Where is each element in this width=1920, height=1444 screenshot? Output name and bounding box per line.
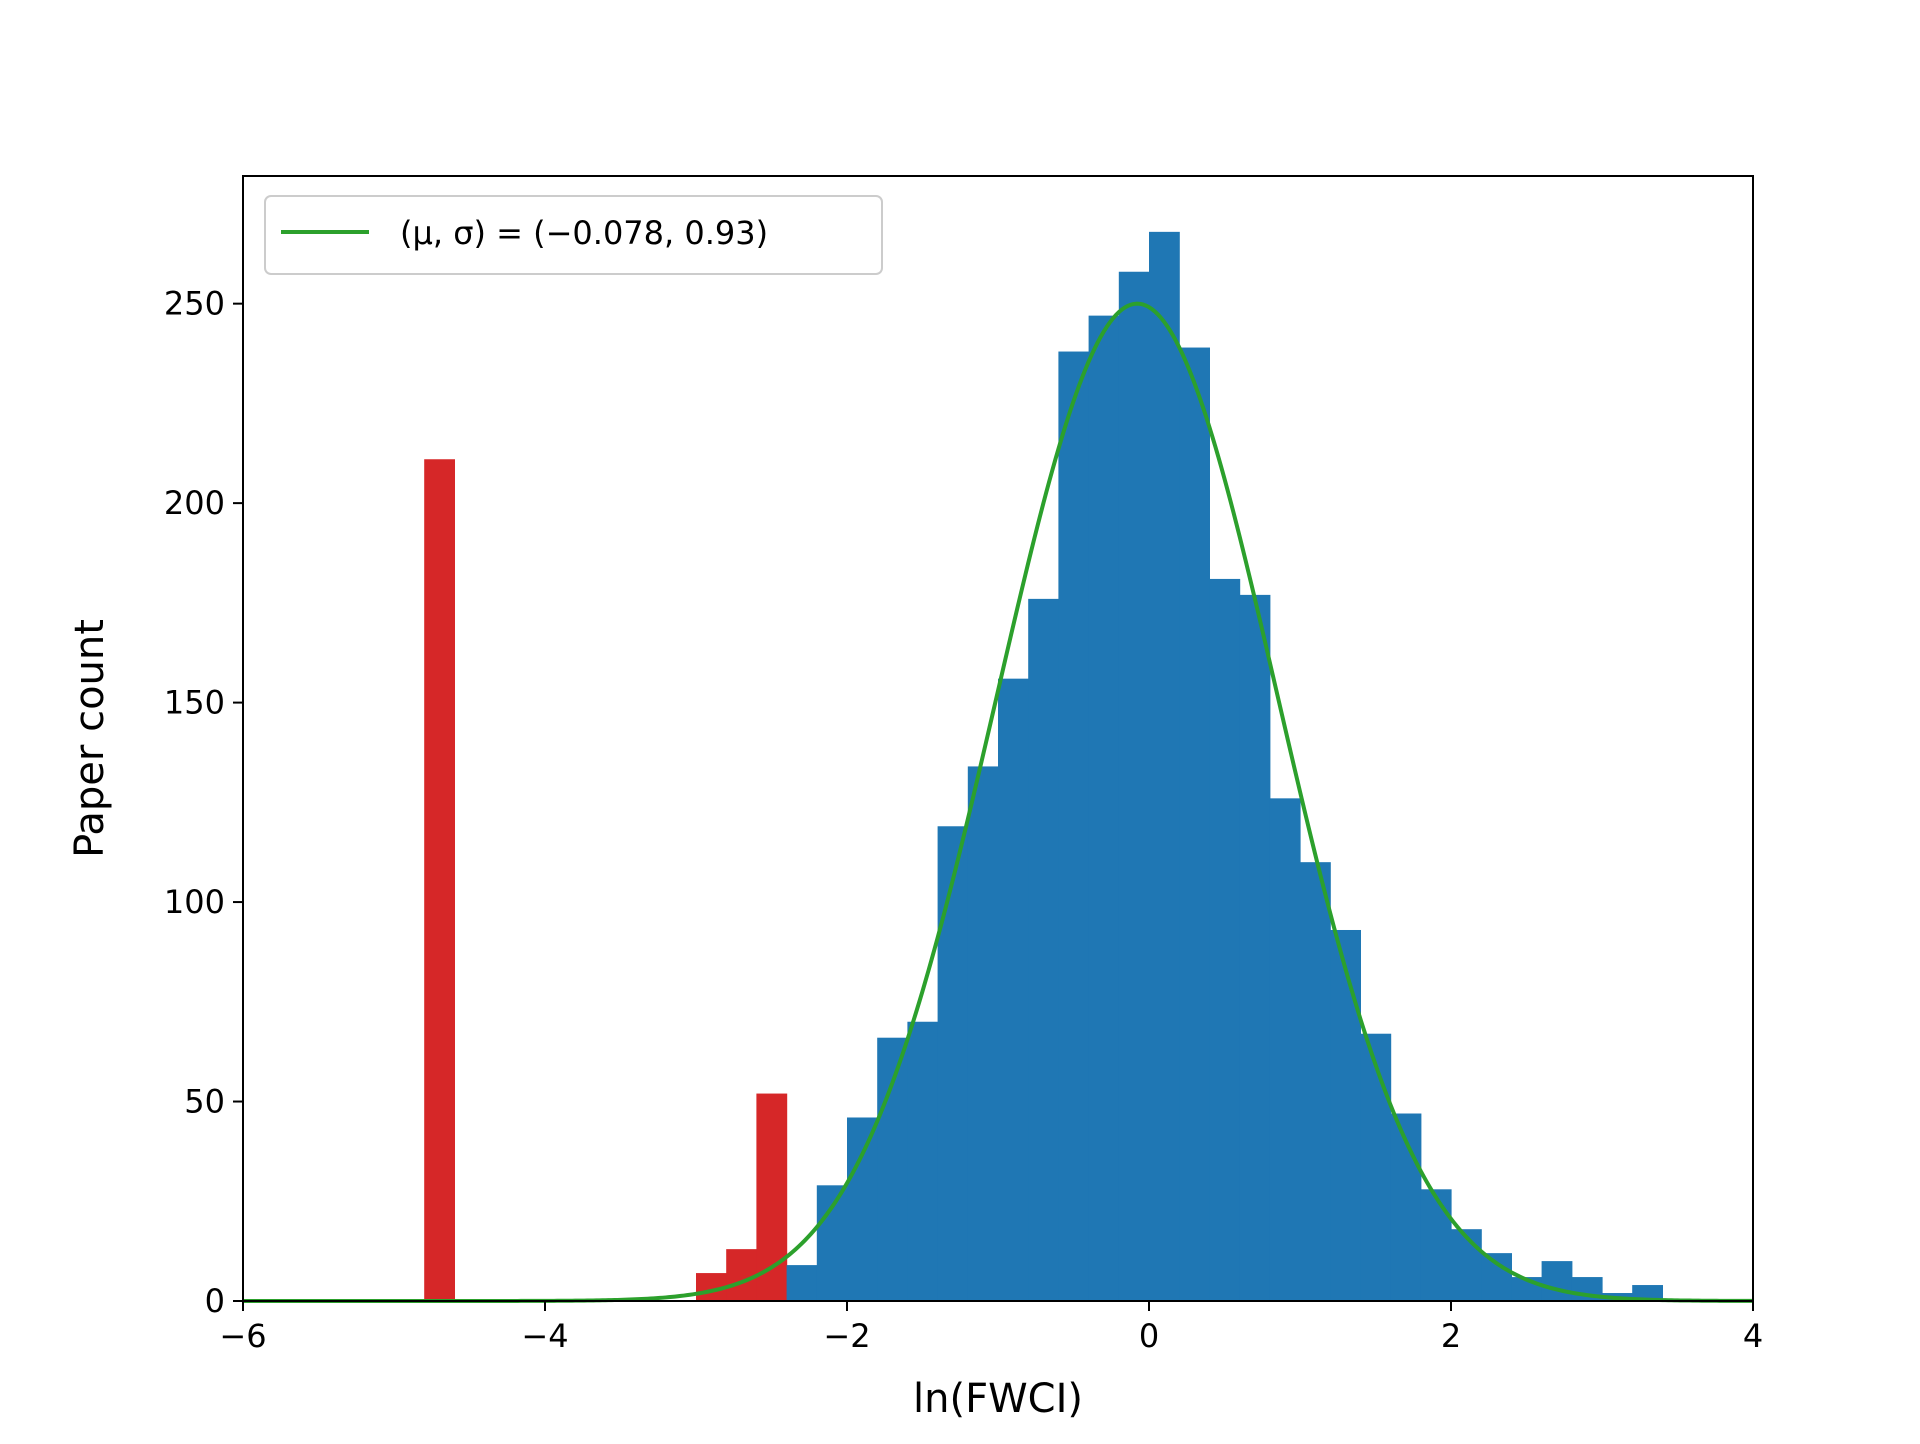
y-tick-label: 200 bbox=[164, 484, 225, 522]
y-tick-label: 100 bbox=[164, 883, 225, 921]
y-tick-label: 50 bbox=[184, 1083, 225, 1121]
histogram-bar-1-25 bbox=[1541, 1261, 1573, 1301]
histogram-bar-1-22 bbox=[1451, 1229, 1482, 1301]
x-tick-label: 2 bbox=[1441, 1317, 1461, 1355]
histogram-bar-0-3 bbox=[756, 1093, 788, 1301]
histogram-bar-1-17 bbox=[1300, 862, 1331, 1301]
histogram-bar-1-16 bbox=[1269, 798, 1301, 1301]
histogram-bar-1-2 bbox=[847, 1117, 878, 1301]
histogram-bar-1-6 bbox=[967, 766, 999, 1301]
y-axis-label: Paper count bbox=[67, 619, 113, 858]
histogram-bar-1-10 bbox=[1088, 315, 1120, 1301]
histogram-bar-1-11 bbox=[1118, 271, 1150, 1302]
histogram-bar-1-21 bbox=[1420, 1189, 1452, 1301]
histogram-bar-1-14 bbox=[1209, 578, 1241, 1301]
histogram-bar-1-18 bbox=[1330, 929, 1361, 1301]
histogram-bar-0-2 bbox=[726, 1249, 757, 1301]
legend-label-fit: (μ, σ) = (−0.078, 0.93) bbox=[400, 214, 768, 252]
y-tick-label: 150 bbox=[164, 684, 225, 722]
histogram-bar-1-0 bbox=[786, 1265, 818, 1301]
legend: (μ, σ) = (−0.078, 0.93) bbox=[264, 195, 883, 275]
plot-frame bbox=[242, 175, 1754, 1302]
x-axis: −6 −4 −2 0 2 4 bbox=[219, 1301, 1763, 1355]
histogram-bar-1-4 bbox=[907, 1021, 939, 1301]
histogram-bar-1-23 bbox=[1481, 1253, 1512, 1301]
histogram-bar-1-1 bbox=[816, 1185, 848, 1301]
x-tick-label: 4 bbox=[1743, 1317, 1763, 1355]
y-axis: 0 50 100 150 200 250 bbox=[164, 285, 243, 1320]
histogram-bar-1-15 bbox=[1239, 594, 1271, 1301]
bars-layer bbox=[424, 231, 1663, 1302]
histogram-bar-0-0 bbox=[424, 459, 455, 1301]
y-tick-label: 250 bbox=[164, 285, 225, 323]
x-tick-label: −6 bbox=[219, 1317, 266, 1355]
histogram-bar-1-28 bbox=[1632, 1285, 1663, 1301]
histogram-bar-1-9 bbox=[1058, 351, 1090, 1301]
x-axis-label: ln(FWCI) bbox=[913, 1376, 1083, 1422]
legend-box bbox=[264, 195, 883, 275]
histogram-bar-1-13 bbox=[1179, 347, 1210, 1301]
x-tick-label: −4 bbox=[521, 1317, 568, 1355]
histogram-bar-1-5 bbox=[937, 826, 969, 1301]
histogram-bar-1-8 bbox=[1028, 598, 1059, 1301]
histogram-bar-1-19 bbox=[1360, 1033, 1392, 1301]
y-tick-label: 0 bbox=[205, 1282, 225, 1320]
x-tick-label: 0 bbox=[1139, 1317, 1159, 1355]
x-tick-label: −2 bbox=[823, 1317, 870, 1355]
histogram-bar-1-12 bbox=[1149, 231, 1180, 1301]
histogram-bar-1-7 bbox=[998, 678, 1029, 1301]
